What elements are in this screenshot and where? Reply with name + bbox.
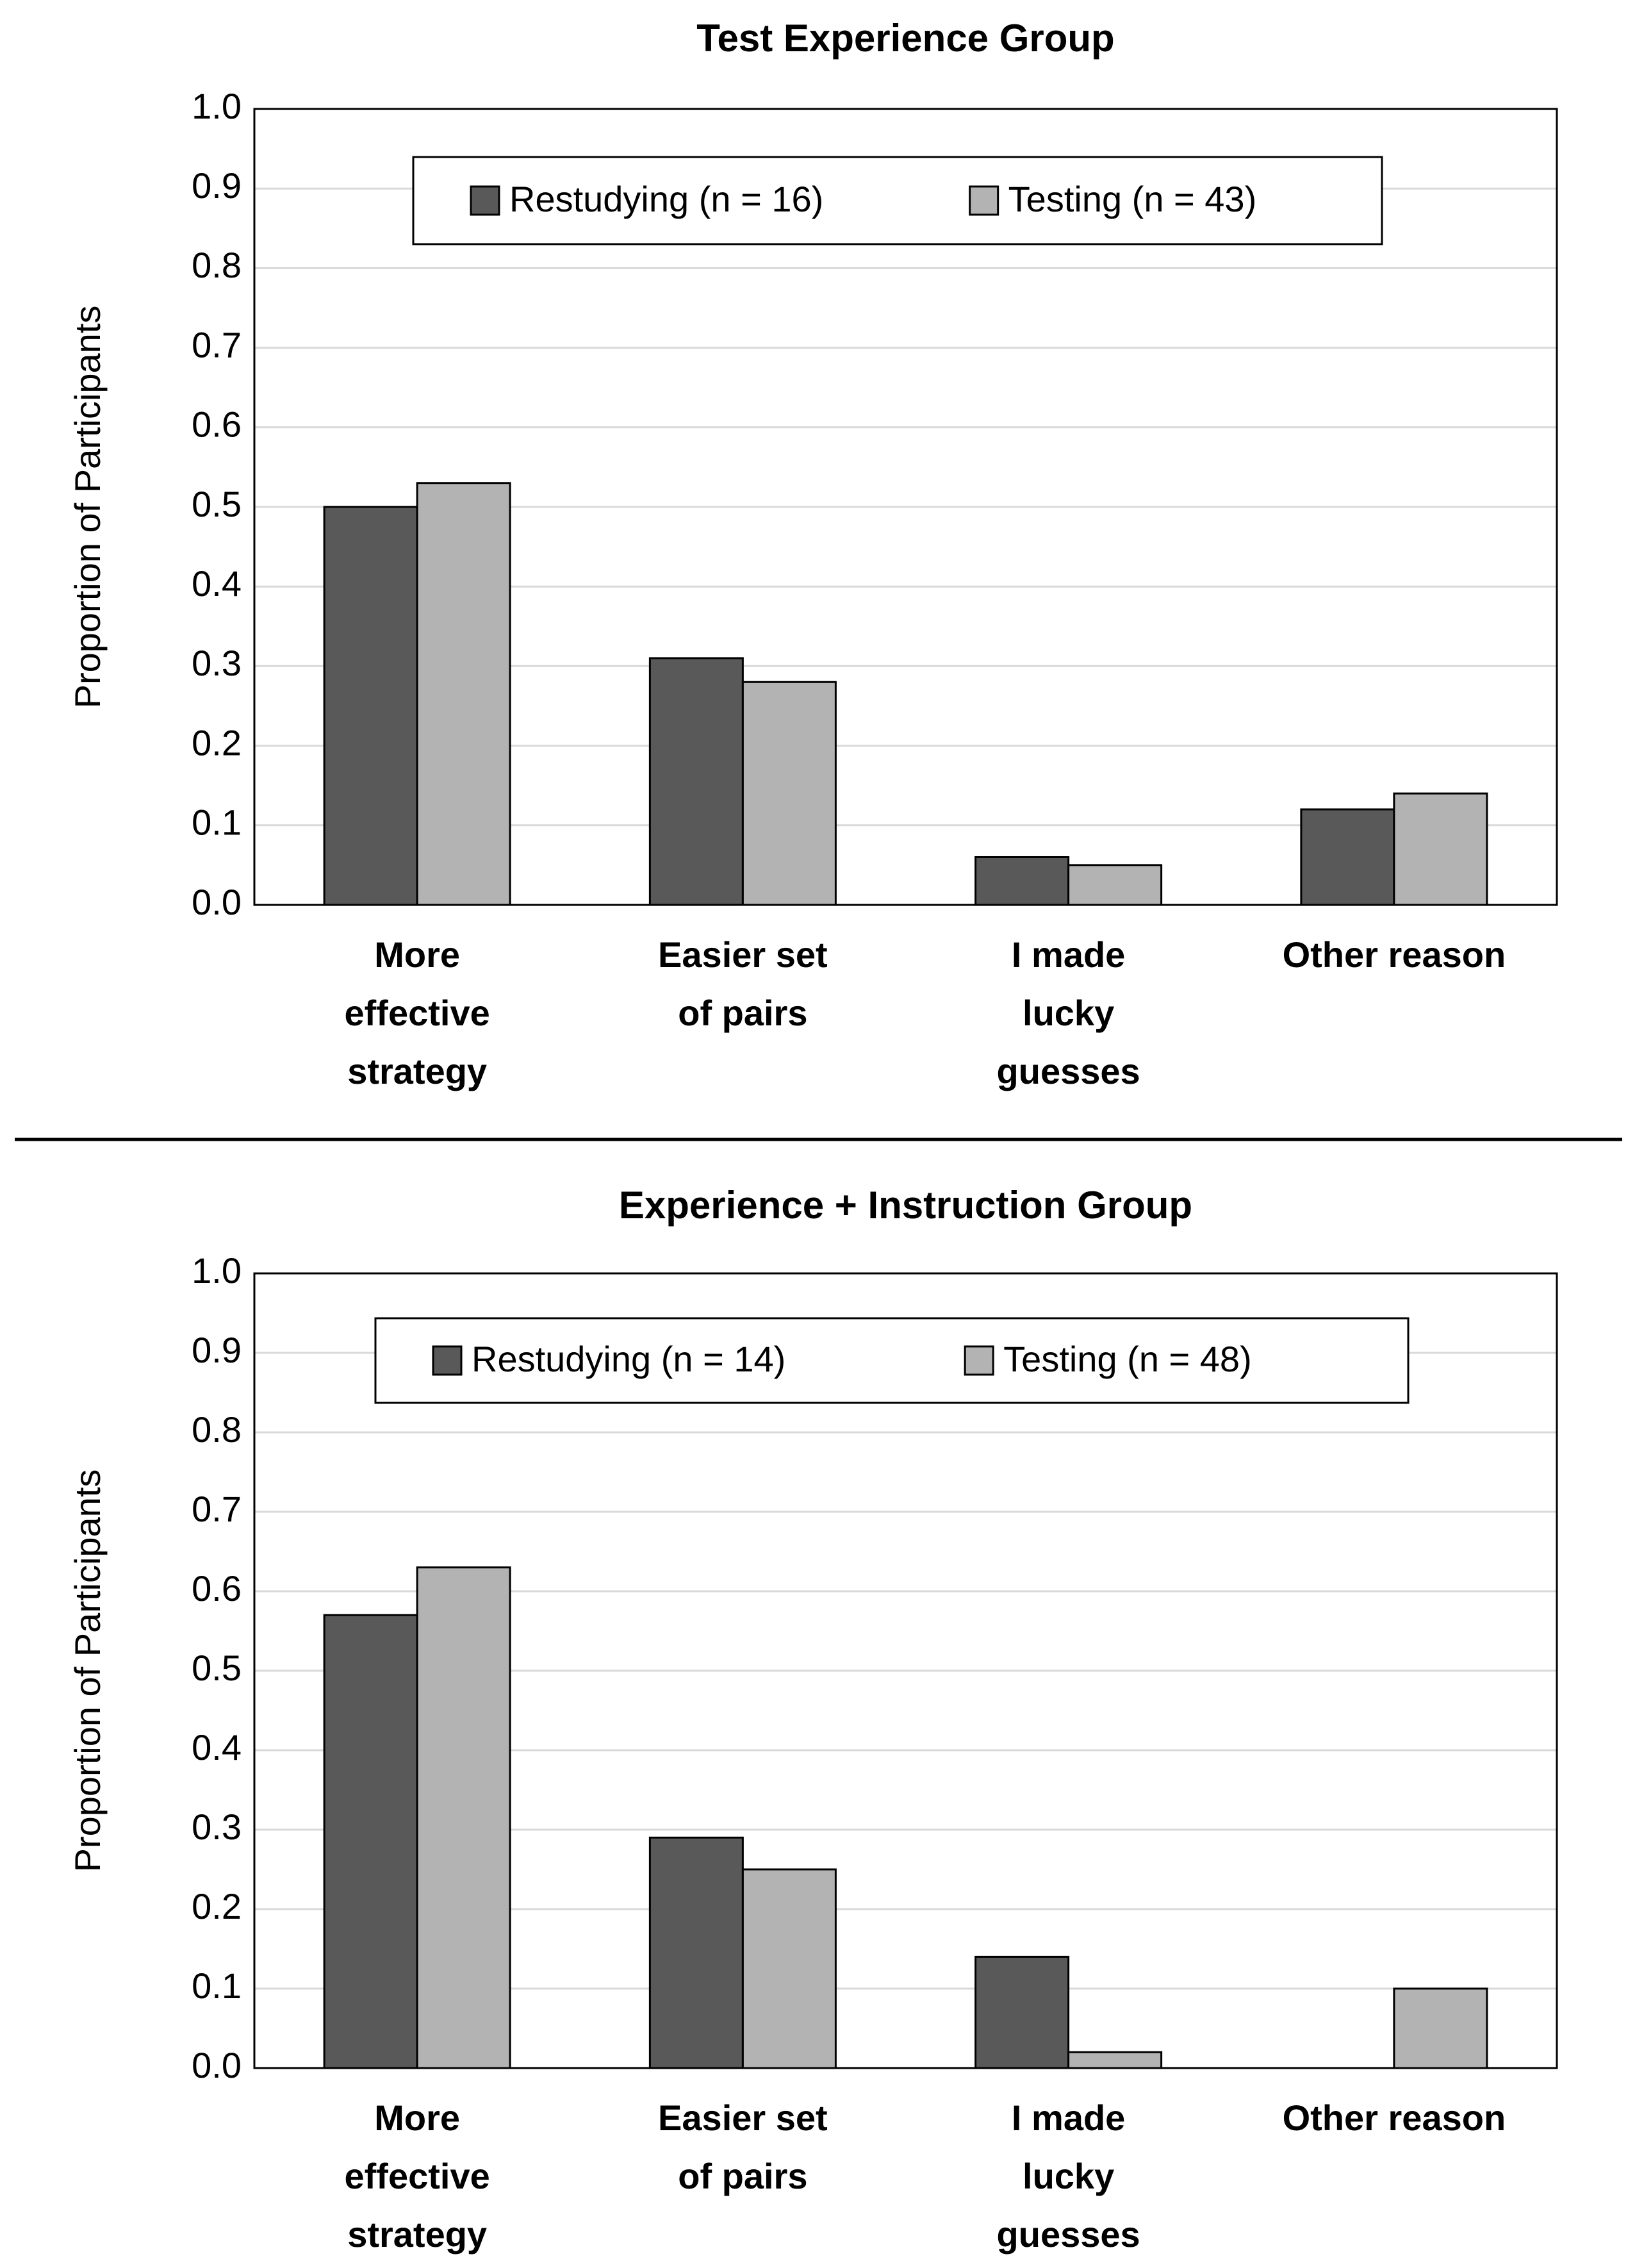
y-tick-label: 0.5 — [192, 484, 242, 524]
legend-swatch — [964, 1345, 994, 1376]
y-tick-label: 0.9 — [192, 165, 242, 206]
bar — [1393, 1987, 1488, 2069]
bar — [1067, 2051, 1163, 2069]
x-tick-label: lucky — [1023, 2156, 1114, 2196]
bar — [741, 681, 837, 906]
y-tick-label: 0.8 — [192, 1409, 242, 1450]
x-tick-label: strategy — [347, 2214, 487, 2255]
legend-swatch — [432, 1345, 463, 1376]
plot-border — [253, 1272, 1558, 2069]
y-tick-label: 0.7 — [192, 324, 242, 365]
y-axis-label: Proportion of Participants — [67, 306, 108, 709]
y-tick-label: 0.7 — [192, 1489, 242, 1529]
y-tick-label: 0.4 — [192, 1727, 242, 1767]
y-tick-label: 0.8 — [192, 245, 242, 285]
x-tick-label: strategy — [347, 1051, 487, 1091]
x-tick-label: effective — [345, 2156, 490, 2196]
x-tick-label: guesses — [997, 1051, 1140, 1091]
plot-border — [253, 108, 1558, 906]
chart-title: Experience + Instruction Group — [619, 1184, 1192, 1227]
x-tick-label: I made — [1012, 934, 1125, 975]
legend-swatch — [969, 185, 999, 216]
bar — [974, 856, 1070, 906]
y-tick-label: 0.6 — [192, 404, 242, 445]
y-tick-label: 0.2 — [192, 722, 242, 763]
legend-label: Restudying (n = 14) — [472, 1339, 785, 1379]
legend-box — [412, 156, 1383, 245]
x-tick-label: guesses — [997, 2214, 1140, 2255]
bar — [416, 482, 511, 906]
y-tick-label: 1.0 — [192, 86, 242, 126]
y-tick-label: 0.5 — [192, 1648, 242, 1688]
y-tick-label: 0.0 — [192, 2045, 242, 2085]
legend-box — [374, 1317, 1410, 1404]
bar — [1300, 808, 1395, 906]
legend-label: Restudying (n = 16) — [509, 179, 823, 219]
y-tick-label: 0.9 — [192, 1330, 242, 1370]
bar — [648, 657, 744, 906]
bar — [741, 1868, 837, 2069]
bar — [323, 1614, 418, 2069]
y-tick-label: 0.0 — [192, 882, 242, 922]
y-tick-label: 0.2 — [192, 1886, 242, 1926]
y-tick-label: 0.3 — [192, 1807, 242, 1847]
x-tick-label: of pairs — [678, 993, 807, 1033]
y-axis-label: Proportion of Participants — [67, 1469, 108, 1873]
x-tick-label: More — [374, 934, 460, 975]
bar — [648, 1836, 744, 2069]
bar — [1067, 864, 1163, 906]
x-tick-label: More — [374, 2098, 460, 2138]
x-tick-label: I made — [1012, 2098, 1125, 2138]
x-tick-label: Easier set — [658, 934, 828, 975]
y-tick-label: 0.1 — [192, 1966, 242, 2006]
x-tick-label: Easier set — [658, 2098, 828, 2138]
y-tick-label: 0.4 — [192, 563, 242, 604]
x-tick-label: effective — [345, 993, 490, 1033]
x-tick-label: of pairs — [678, 2156, 807, 2196]
legend-label: Testing (n = 43) — [1008, 179, 1257, 219]
x-tick-label: Other reason — [1283, 2098, 1506, 2138]
bar — [1393, 792, 1488, 906]
x-tick-label: lucky — [1023, 993, 1114, 1033]
legend-label: Testing (n = 48) — [1003, 1339, 1252, 1379]
x-tick-label: Other reason — [1283, 934, 1506, 975]
bar — [974, 1955, 1070, 2069]
y-tick-label: 0.1 — [192, 802, 242, 843]
y-tick-label: 1.0 — [192, 1250, 242, 1291]
legend-swatch — [470, 185, 500, 216]
bar — [416, 1566, 511, 2069]
y-tick-label: 0.3 — [192, 643, 242, 683]
bar — [323, 506, 418, 906]
chart-title: Test Experience Group — [696, 17, 1114, 60]
y-tick-label: 0.6 — [192, 1568, 242, 1609]
